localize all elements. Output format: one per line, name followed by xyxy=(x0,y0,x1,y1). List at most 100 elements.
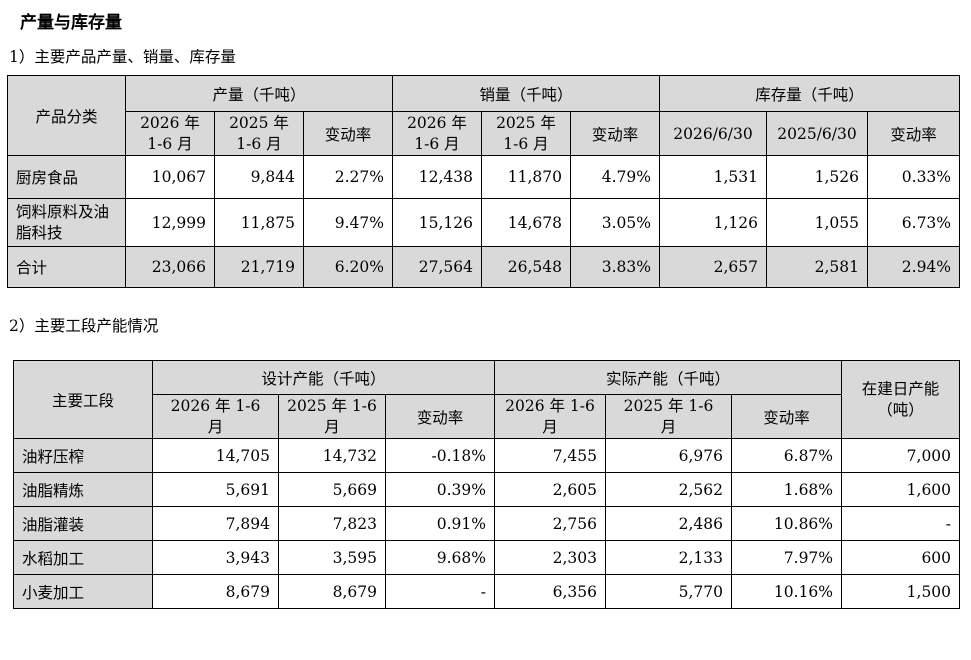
table-cell: 8,679 xyxy=(278,574,386,609)
header-category: 产品分类 xyxy=(7,75,126,156)
table-cell: -0.18% xyxy=(384,438,496,473)
header-actual-2025: 2025 年 1-6 月 xyxy=(605,394,733,439)
table-cell: 27,564 xyxy=(392,246,482,288)
header-production: 产量（千吨） xyxy=(125,75,393,112)
table-cell: 14,705 xyxy=(152,438,279,473)
header-inv-2026: 2026/6/30 xyxy=(659,111,767,156)
table-row: 小麦加工 8,679 8,679 - 6,356 5,770 10.16% 1,… xyxy=(13,574,961,609)
table-row: 饲料原料及油脂科技 12,999 11,875 9.47% 15,126 14,… xyxy=(7,198,961,247)
row-label: 油脂精炼 xyxy=(13,472,153,507)
table-cell: 1,500 xyxy=(841,574,961,609)
table-cell: 2.94% xyxy=(866,246,961,288)
table-cell: 3.05% xyxy=(570,198,660,247)
table-cell: 2,133 xyxy=(605,540,733,575)
header-prod-2025: 2025 年 1-6 月 xyxy=(214,111,304,156)
header-design-change: 变动率 xyxy=(384,394,496,439)
table-cell: 12,999 xyxy=(125,198,215,247)
header-prod-change: 变动率 xyxy=(303,111,393,156)
table-cell: 8,679 xyxy=(152,574,279,609)
table-cell: 9,844 xyxy=(214,155,304,199)
table-cell: 1.68% xyxy=(731,472,843,507)
table-cell: - xyxy=(384,574,496,609)
table-cell: 6,976 xyxy=(605,438,733,473)
table-cell: 1,531 xyxy=(659,155,767,199)
table-cell: 5,770 xyxy=(605,574,733,609)
table-cell: 3.83% xyxy=(570,246,660,288)
header-construction-capacity: 在建日产能（吨） xyxy=(841,360,961,439)
row-label: 饲料原料及油脂科技 xyxy=(7,198,126,247)
table-row: 油脂精炼 5,691 5,669 0.39% 2,605 2,562 1.68%… xyxy=(13,472,961,507)
header-sales-2026: 2026 年 1-6 月 xyxy=(392,111,482,156)
table-cell: 12,438 xyxy=(392,155,482,199)
header-sales-change: 变动率 xyxy=(570,111,660,156)
table-row: 厨房食品 10,067 9,844 2.27% 12,438 11,870 4.… xyxy=(7,155,961,199)
header-sales: 销量（千吨） xyxy=(392,75,660,112)
table-cell: 7,455 xyxy=(494,438,607,473)
table-cell: 2.27% xyxy=(303,155,393,199)
header-prod-2026: 2026 年 1-6 月 xyxy=(125,111,215,156)
table-cell: 9.68% xyxy=(384,540,496,575)
table-cell: 0.91% xyxy=(384,506,496,541)
table-cell: 2,562 xyxy=(605,472,733,507)
table-cell: 10,067 xyxy=(125,155,215,199)
table-row-total: 合计 23,066 21,719 6.20% 27,564 26,548 3.8… xyxy=(7,246,961,288)
header-segment: 主要工段 xyxy=(13,360,153,439)
production-sales-inventory-table: 产品分类 产量（千吨） 销量（千吨） 库存量（千吨） 2026 年 1-6 月 … xyxy=(7,75,961,288)
capacity-table: 主要工段 设计产能（千吨） 实际产能（千吨） 在建日产能（吨） 2026 年 1… xyxy=(13,360,961,609)
table-cell: 11,875 xyxy=(214,198,304,247)
header-sales-2025: 2025 年 1-6 月 xyxy=(481,111,571,156)
table-cell: - xyxy=(841,506,961,541)
header-design-2025: 2025 年 1-6 月 xyxy=(278,394,386,439)
table-cell: 2,605 xyxy=(494,472,607,507)
table-cell: 3,595 xyxy=(278,540,386,575)
table-cell: 7,000 xyxy=(841,438,961,473)
header-design-capacity: 设计产能（千吨） xyxy=(151,360,496,395)
table-cell: 7,823 xyxy=(278,506,386,541)
header-actual-capacity: 实际产能（千吨） xyxy=(494,360,843,395)
table-cell: 23,066 xyxy=(125,246,215,288)
table-cell: 26,548 xyxy=(481,246,571,288)
table-cell: 3,943 xyxy=(152,540,279,575)
table-cell: 7,894 xyxy=(152,506,279,541)
table-cell: 15,126 xyxy=(392,198,482,247)
table-cell: 6.73% xyxy=(866,198,961,247)
row-label: 油籽压榨 xyxy=(13,438,153,473)
table-cell: 1,600 xyxy=(841,472,961,507)
table-cell: 2,303 xyxy=(494,540,607,575)
header-actual-2026: 2026 年 1-6 月 xyxy=(494,394,607,439)
table-cell: 10.16% xyxy=(731,574,843,609)
header-design-2026: 2026 年 1-6 月 xyxy=(152,394,279,439)
table-row: 油籽压榨 14,705 14,732 -0.18% 7,455 6,976 6.… xyxy=(13,438,961,473)
table-cell: 0.33% xyxy=(866,155,961,199)
table-cell: 600 xyxy=(841,540,961,575)
row-label: 小麦加工 xyxy=(13,574,153,609)
table-cell: 11,870 xyxy=(481,155,571,199)
table-cell: 9.47% xyxy=(303,198,393,247)
table-cell: 7.97% xyxy=(731,540,843,575)
table-cell: 2,657 xyxy=(659,246,767,288)
table-cell: 4.79% xyxy=(570,155,660,199)
table-cell: 5,691 xyxy=(152,472,279,507)
section2-heading: 2）主要工段产能情况 xyxy=(9,317,159,335)
table-cell: 6.20% xyxy=(303,246,393,288)
table-cell: 1,126 xyxy=(659,198,767,247)
header-actual-change: 变动率 xyxy=(731,394,843,439)
table-cell: 1,526 xyxy=(766,155,868,199)
table-cell: 6.87% xyxy=(731,438,843,473)
table-cell: 21,719 xyxy=(214,246,304,288)
table-row: 油脂灌装 7,894 7,823 0.91% 2,756 2,486 10.86… xyxy=(13,506,961,541)
header-inv-change: 变动率 xyxy=(866,111,961,156)
table-cell: 0.39% xyxy=(384,472,496,507)
section1-heading: 1）主要产品产量、销量、库存量 xyxy=(9,48,236,66)
header-inventory: 库存量（千吨） xyxy=(658,75,961,112)
row-label: 合计 xyxy=(7,246,126,288)
table-cell: 14,732 xyxy=(278,438,386,473)
table-cell: 1,055 xyxy=(766,198,868,247)
table-cell: 2,486 xyxy=(605,506,733,541)
row-label: 厨房食品 xyxy=(7,155,126,199)
row-label: 水稻加工 xyxy=(13,540,153,575)
table-cell: 6,356 xyxy=(494,574,607,609)
table-cell: 10.86% xyxy=(731,506,843,541)
table-cell: 2,581 xyxy=(766,246,868,288)
table-cell: 2,756 xyxy=(494,506,607,541)
